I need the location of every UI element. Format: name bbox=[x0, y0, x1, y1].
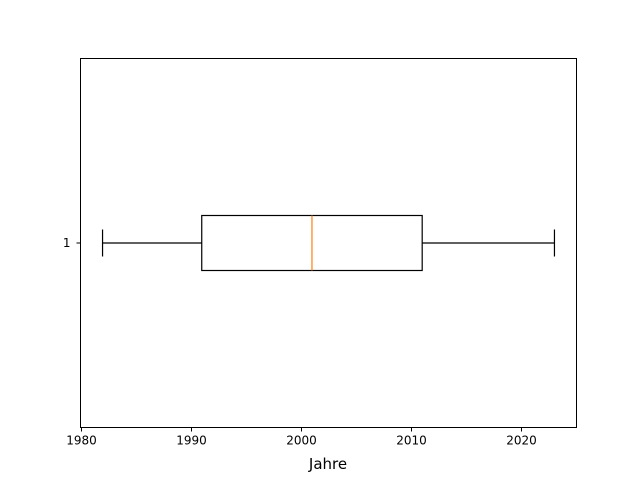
x-tick-label: 2010 bbox=[396, 434, 427, 448]
y-tick-label: 1 bbox=[63, 236, 71, 250]
x-tick-label: 2000 bbox=[286, 434, 317, 448]
x-axis-label: Jahre bbox=[308, 455, 347, 473]
x-tick-label: 1990 bbox=[176, 434, 207, 448]
y-axis-ticks: 1 bbox=[63, 236, 81, 250]
x-tick-label: 2020 bbox=[506, 434, 537, 448]
x-tick-label: 1980 bbox=[66, 434, 97, 448]
x-axis-ticks: 1980 1990 2000 2010 2020 bbox=[66, 427, 537, 448]
plot-layer bbox=[101, 214, 556, 272]
